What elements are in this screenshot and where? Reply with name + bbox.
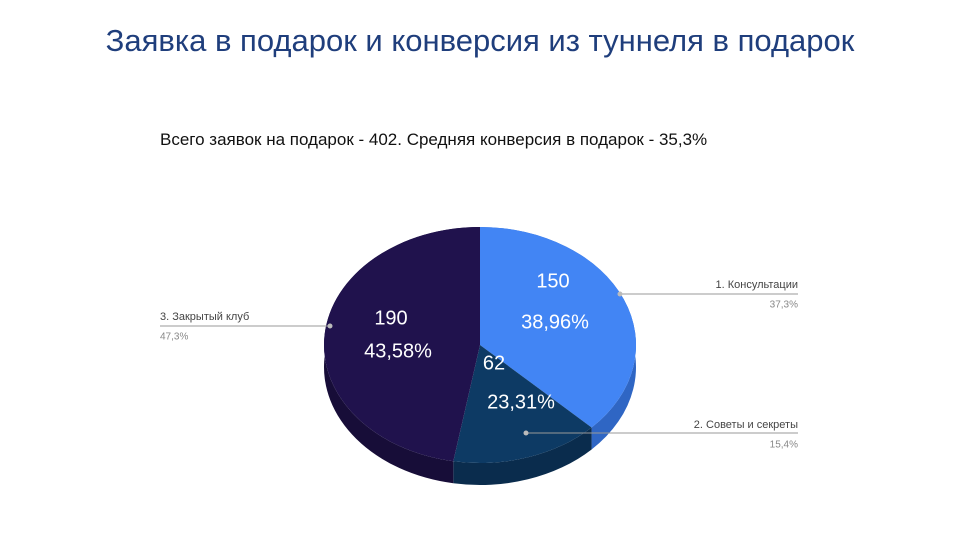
inner-label: 43,58%	[364, 340, 432, 362]
inner-label: 23,31%	[487, 391, 555, 413]
leader-dot	[327, 323, 333, 329]
leader-dot	[523, 430, 529, 436]
slice-side	[453, 427, 592, 485]
legend-label: 1. Консультации	[716, 279, 799, 291]
inner-label: 38,96%	[521, 311, 589, 333]
leader-dot	[617, 291, 623, 297]
slice	[480, 227, 636, 428]
share-label: 37,3%	[770, 300, 798, 311]
value-label: 150	[536, 270, 569, 292]
value-label: 62	[483, 352, 505, 374]
legend-label: 3. Закрытый клуб	[160, 311, 249, 323]
chart-title: Всего заявок на подарок - 402. Средняя к…	[160, 130, 708, 149]
slide-title: Заявка в подарок и конверсия из туннеля …	[105, 23, 855, 58]
share-label: 47,3%	[160, 332, 188, 343]
slice	[324, 227, 480, 462]
share-label: 15,4%	[770, 440, 798, 451]
legend-label: 2. Советы и секреты	[694, 419, 798, 431]
value-label: 190	[374, 307, 407, 329]
